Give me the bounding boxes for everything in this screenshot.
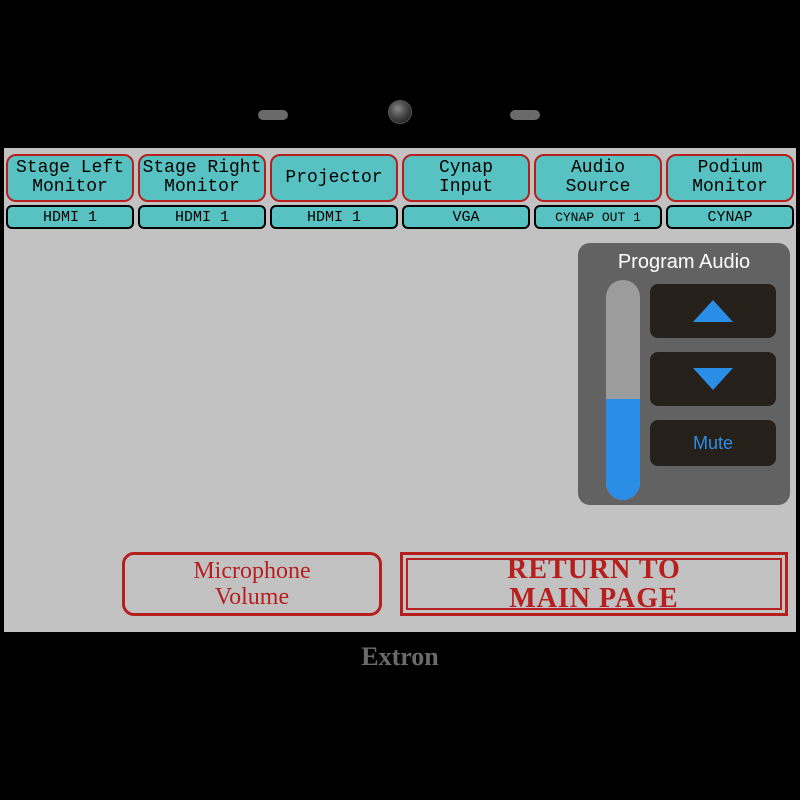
source-projector[interactable]: Projector xyxy=(270,154,398,202)
return-main-page-button[interactable]: RETURN TO MAIN PAGE xyxy=(400,552,788,616)
status-stage-left-monitor: HDMI 1 xyxy=(6,205,134,229)
status-cynap-input: VGA xyxy=(402,205,530,229)
brand-label: Extron xyxy=(0,642,800,672)
bezel-camera xyxy=(388,100,412,124)
volume-track[interactable] xyxy=(606,280,640,500)
program-audio-title: Program Audio xyxy=(588,251,780,274)
bezel-sensor-left xyxy=(258,110,288,120)
microphone-volume-button[interactable]: Microphone Volume xyxy=(122,552,382,616)
bezel-sensor-right xyxy=(510,110,540,120)
source-grid: Stage Left Monitor HDMI 1 Stage Right Mo… xyxy=(4,154,796,229)
source-audio-source[interactable]: Audio Source xyxy=(534,154,662,202)
volume-fill xyxy=(606,399,640,500)
status-stage-right-monitor: HDMI 1 xyxy=(138,205,266,229)
status-audio-source: CYNAP OUT 1 xyxy=(534,205,662,229)
touch-screen: Stage Left Monitor HDMI 1 Stage Right Mo… xyxy=(4,148,796,632)
mute-button[interactable]: Mute xyxy=(650,420,776,466)
source-cynap-input[interactable]: Cynap Input xyxy=(402,154,530,202)
volume-up-button[interactable] xyxy=(650,284,776,338)
volume-down-button[interactable] xyxy=(650,352,776,406)
source-podium-monitor[interactable]: Podium Monitor xyxy=(666,154,794,202)
triangle-down-icon xyxy=(693,368,733,390)
source-stage-left-monitor[interactable]: Stage Left Monitor xyxy=(6,154,134,202)
status-podium-monitor: CYNAP xyxy=(666,205,794,229)
status-projector: HDMI 1 xyxy=(270,205,398,229)
program-audio-panel: Program Audio Mute xyxy=(578,243,790,505)
triangle-up-icon xyxy=(693,300,733,322)
source-stage-right-monitor[interactable]: Stage Right Monitor xyxy=(138,154,266,202)
